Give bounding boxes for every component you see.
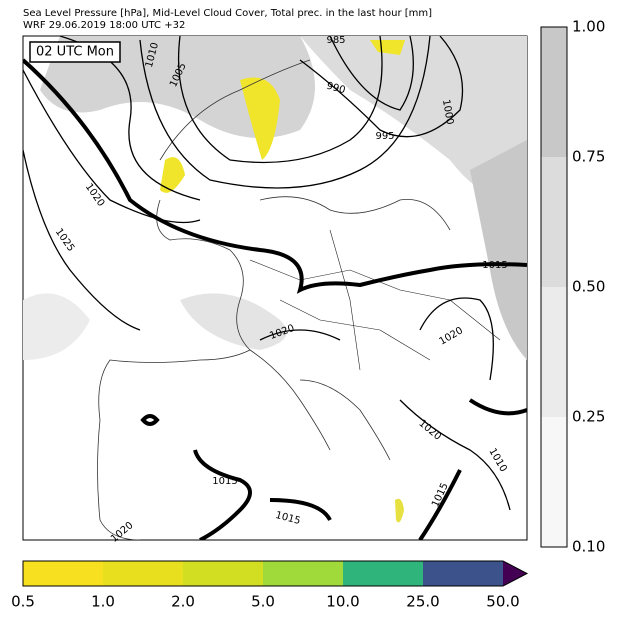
- precip-colorbar: 0.5 1.0 2.0 5.0 10.0 25.0 50.0: [11, 560, 529, 611]
- time-label: 02 UTC Mon: [36, 45, 114, 60]
- isobar-label: 1015: [482, 260, 507, 271]
- colorbar-tick-label: 25.0: [406, 593, 439, 611]
- colorbar-tick-label: 50.0: [486, 593, 519, 611]
- colorbar-tick-label: 5.0: [251, 593, 275, 611]
- colorbar-tick-label: 0.10: [572, 538, 605, 556]
- isobar-label: 1000: [440, 99, 455, 126]
- header-line: WRF 29.06.2019 18:00 UTC +32: [23, 20, 185, 31]
- colorbar-tick-label: 1.00: [572, 18, 605, 36]
- colorbar-tick-label: 0.75: [572, 148, 605, 166]
- isobar-label: 990: [325, 81, 346, 97]
- header-line: Sea Level Pressure [hPa], Mid-Level Clou…: [23, 8, 432, 19]
- isobar-label: 985: [326, 35, 345, 46]
- isobar-label: 1015: [212, 476, 237, 487]
- colorbar-tick-label: 0.50: [572, 278, 605, 296]
- colorbar-tick-label: 2.0: [171, 593, 195, 611]
- colorbar-tick-label: 0.5: [11, 593, 35, 611]
- colorbar-tick-label: 1.0: [91, 593, 115, 611]
- cloud-colorbar: 1.00 0.75 0.50 0.25 0.10: [540, 18, 605, 556]
- isobar-label: 995: [375, 131, 394, 142]
- colorbar-tick-label: 10.0: [326, 593, 359, 611]
- map: 02 UTC Mon 1010 1005 985 990 995 1000 10…: [22, 35, 528, 545]
- colorbar-tick-label: 0.25: [572, 408, 605, 426]
